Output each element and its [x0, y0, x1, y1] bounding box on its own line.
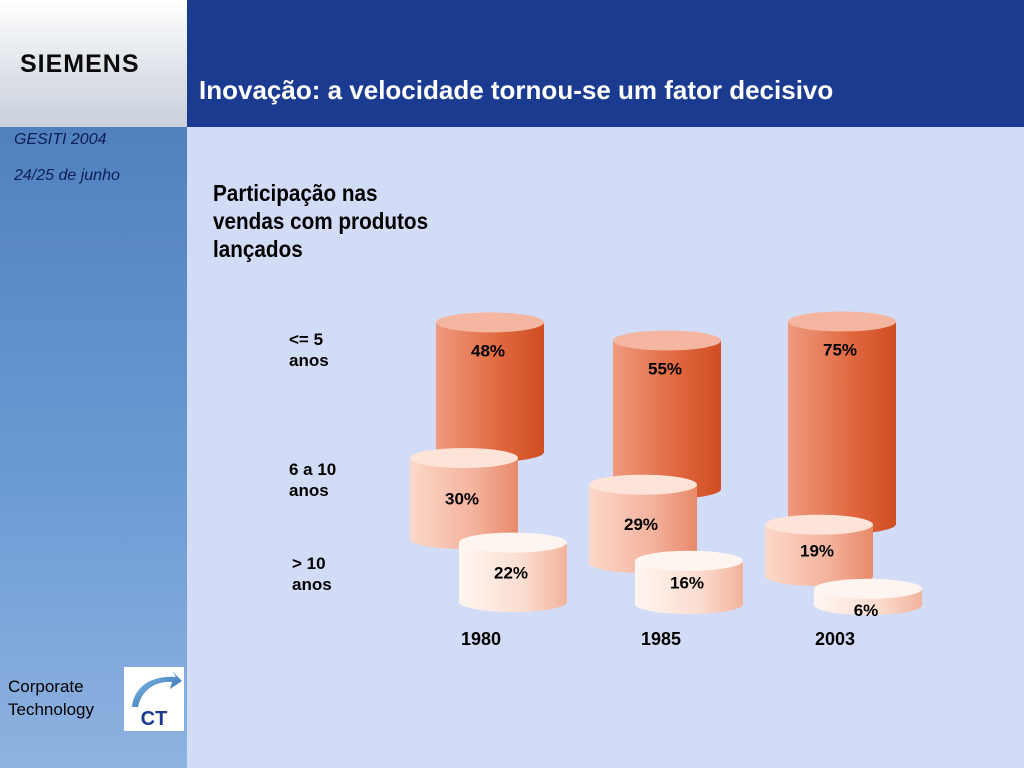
data-label-2003-s1: 75% — [823, 341, 857, 360]
ct-logo-icon: CT — [132, 671, 182, 730]
logo-block: SIEMENS — [0, 0, 187, 127]
cylinder-body — [436, 322, 544, 462]
cylinder-body — [459, 542, 567, 612]
data-label-1985-s3: 16% — [670, 573, 704, 592]
footer-line-1: Corporate — [8, 677, 84, 696]
cylinder-top — [814, 578, 922, 599]
page-title: Inovação: a velocidade tornou-se um fato… — [199, 75, 834, 105]
sidebar: GESITI 2004 24/25 de junho Corporate Tec… — [0, 127, 187, 768]
cylinder-top — [436, 312, 544, 333]
chart-area: Participação nas vendas com produtos lan… — [187, 127, 1024, 768]
row-label-2-line-1: 6 a 10 — [289, 460, 336, 479]
data-label-1980-s3: 22% — [494, 563, 528, 582]
data-label-1980-s1: 48% — [471, 341, 505, 360]
cylinder-top — [410, 448, 518, 468]
cylinder-1980-s1: 48% — [436, 312, 544, 462]
cylinder-2003-s3: 6% — [814, 578, 922, 620]
cylinder-body — [410, 458, 518, 549]
cylinder-1980-s3: 22% — [459, 532, 567, 612]
data-label-1980-s2: 30% — [445, 490, 479, 509]
ct-logo: CT — [124, 667, 184, 731]
ct-logo-text: CT — [141, 708, 168, 730]
cylinder-body — [635, 560, 743, 614]
data-label-2003-s3: 6% — [854, 601, 879, 620]
cylinder-top — [788, 311, 896, 332]
row-label-3-line-2: anos — [292, 575, 332, 594]
cylinder-1985-s3: 16% — [635, 550, 743, 614]
cylinder-2003-s2: 19% — [765, 514, 873, 586]
corporate-technology-label: Corporate Technology — [8, 675, 94, 721]
cylinder-body — [765, 524, 873, 586]
category-label-1985: 1985 — [641, 629, 681, 649]
cylinder-top — [765, 514, 873, 535]
cylinder-top — [635, 550, 743, 571]
cylinder-1985-s1: 55% — [613, 330, 721, 499]
row-label-2-line-2: anos — [289, 481, 329, 500]
event-date: 24/25 de junho — [14, 167, 120, 184]
cylinder-1980-s2: 30% — [410, 448, 518, 549]
chart-title: Participação nas vendas com produtos lan… — [213, 180, 429, 262]
footer-line-2: Technology — [8, 700, 95, 719]
event-name: GESITI 2004 — [14, 131, 107, 148]
cylinder-body — [613, 340, 721, 499]
cylinder-top — [459, 532, 567, 553]
cylinder-body — [589, 484, 697, 573]
data-label-1985-s2: 29% — [624, 515, 658, 534]
cylinder-top — [613, 330, 721, 351]
data-label-2003-s2: 19% — [800, 541, 834, 560]
row-label-1-line-2: anos — [289, 351, 329, 370]
cylinder-2003-s1: 75% — [788, 311, 896, 534]
cylinder-1985-s2: 29% — [589, 474, 697, 573]
cylinder-top — [589, 474, 697, 495]
chart-svg: <= 5 anos 6 a 10 anos > 10 anos 48% 30% 22% 55% 2… — [289, 311, 922, 649]
cylinder-body — [788, 321, 896, 534]
data-label-1985-s1: 55% — [648, 360, 682, 379]
row-label-1-line-1: <= 5 — [289, 330, 323, 349]
header-bar: Inovação: a velocidade tornou-se um fato… — [187, 0, 1024, 127]
category-label-2003: 2003 — [815, 629, 855, 649]
category-label-1980: 1980 — [461, 629, 501, 649]
siemens-logo: SIEMENS — [20, 50, 140, 78]
row-label-3-line-1: > 10 — [292, 554, 326, 573]
